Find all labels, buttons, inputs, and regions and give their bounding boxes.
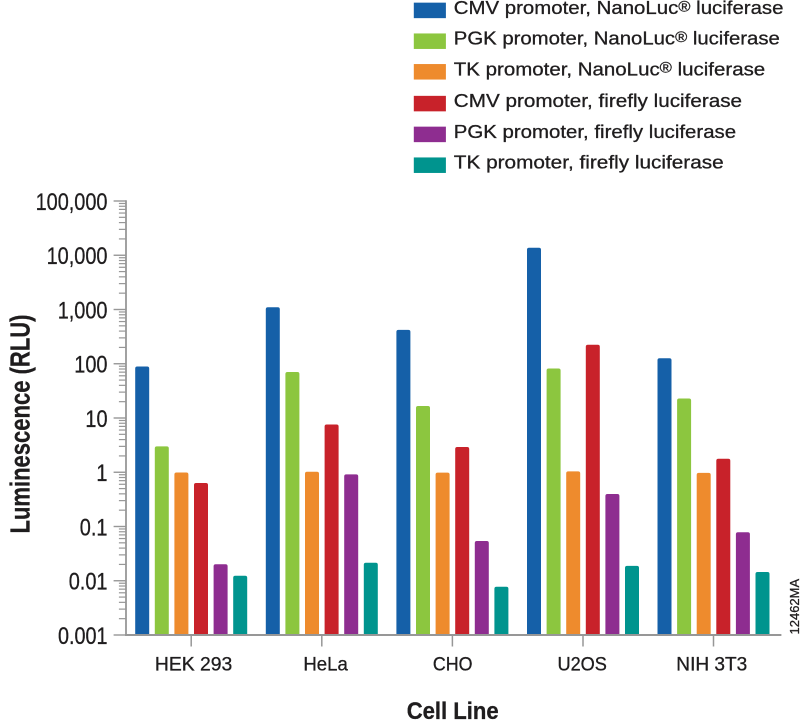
svg-text:Cell Line: Cell Line [407, 698, 499, 723]
svg-text:100: 100 [74, 352, 107, 379]
svg-text:CMV promoter, NanoLuc® lucifer: CMV promoter, NanoLuc® luciferase [454, 0, 784, 19]
svg-text:U2OS: U2OS [557, 653, 607, 675]
svg-text:0.001: 0.001 [58, 623, 108, 650]
svg-text:TK promoter, firefly luciferas: TK promoter, firefly luciferase [454, 153, 724, 174]
svg-text:Luminescence (RLU): Luminescence (RLU) [5, 315, 36, 534]
svg-text:PGK promoter, firefly lucifera: PGK promoter, firefly luciferase [454, 122, 736, 143]
svg-text:0.01: 0.01 [69, 569, 108, 596]
svg-text:10,000: 10,000 [47, 243, 108, 270]
svg-text:0.1: 0.1 [80, 514, 108, 541]
svg-text:PGK promoter, NanoLuc® lucifer: PGK promoter, NanoLuc® luciferase [454, 29, 780, 50]
svg-text:12462MA: 12462MA [787, 579, 800, 635]
svg-text:HEK 293: HEK 293 [155, 653, 233, 675]
svg-text:TK promoter, NanoLuc® lucifera: TK promoter, NanoLuc® luciferase [454, 59, 765, 80]
svg-text:1,000: 1,000 [58, 297, 108, 324]
svg-text:CMV promoter, firefly lucifera: CMV promoter, firefly luciferase [454, 91, 742, 112]
svg-text:HeLa: HeLa [303, 653, 348, 675]
svg-text:1: 1 [96, 460, 107, 487]
svg-text:NIH 3T3: NIH 3T3 [676, 653, 747, 675]
svg-text:10: 10 [85, 406, 107, 433]
svg-text:CHO: CHO [433, 653, 473, 675]
svg-text:100,000: 100,000 [36, 189, 108, 216]
